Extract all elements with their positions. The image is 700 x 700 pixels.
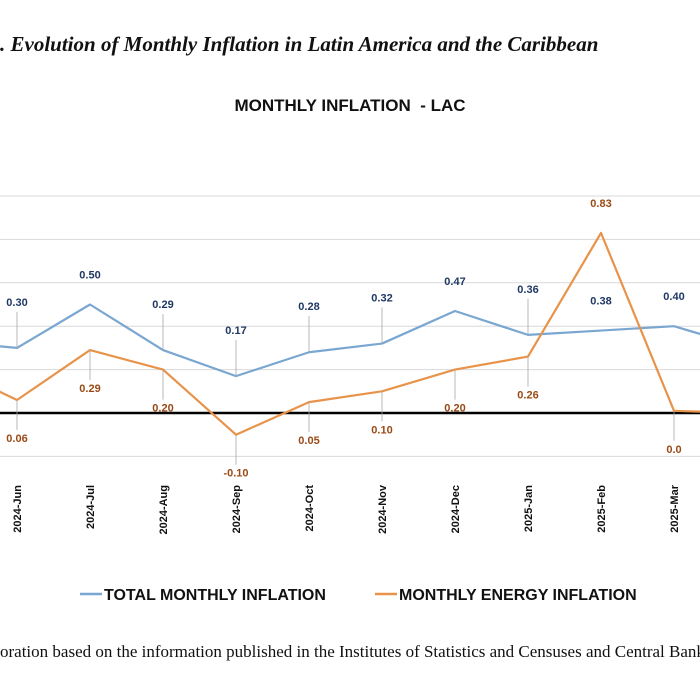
data-labels: 0.30 0.50 0.29 0.17 0.28 0.32 0.47 0.36 0.38 0.40… [6,198,684,480]
x-tick-labels: 2024-Jun 2024-Jul 2024-Aug 2024-Sep 2024-Oct… [12,484,681,534]
legend-entry: MONTHLY ENERGY INFLATION [399,587,637,604]
total-value-label: 0.50 [79,270,100,282]
energy-value-label: 0.0 [666,444,681,456]
energy-value-label: 0.29 [79,383,100,395]
legend-entry: TOTAL MONTHLY INFLATION [104,587,326,604]
line-chart: 0.30 0.50 0.29 0.17 0.28 0.32 0.47 0.36 0.38 0.40… [0,195,700,604]
source-note: oration based on the information publish… [0,642,700,661]
energy-value-label: 0.05 [298,435,319,447]
x-tick-label: 2024-Jun [12,485,24,533]
x-tick-label: 2024-Nov [377,484,389,534]
x-tick-label: 2024-Oct [304,485,316,532]
energy-inflation-line [0,231,700,436]
energy-value-label: 0.26 [517,390,538,402]
legend: TOTAL MONTHLY INFLATION MONTHLY ENERGY IN… [80,587,637,604]
total-value-label: 0.28 [298,301,319,313]
label-leaders [16,298,675,465]
x-tick-label: 2024-Sep [231,485,243,534]
total-inflation-line [0,303,700,378]
energy-value-label: 0.20 [444,403,465,415]
total-value-label: 0.32 [371,293,392,305]
total-value-label: 0.40 [663,291,684,303]
series-lines [0,231,700,436]
energy-value-label: 0.20 [152,403,173,415]
total-value-label: 0.47 [444,276,465,288]
total-value-label: 0.29 [152,299,173,311]
total-value-label: 0.36 [517,284,538,296]
chart-title: MONTHLY INFLATION - LAC [234,96,466,115]
energy-value-label: 0.83 [590,198,611,210]
total-value-label: 0.17 [225,325,246,337]
x-tick-label: 2024-Aug [158,485,170,535]
figure-title: . Evolution of Monthly Inflation in Lati… [0,32,599,56]
energy-value-label: 0.06 [6,433,27,445]
energy-value-label: 0.10 [371,424,392,436]
total-value-label: 0.38 [590,296,611,308]
x-tick-label: 2024-Jul [85,485,97,529]
grid-lines [0,195,700,457]
x-tick-label: 2025-Feb [596,485,608,533]
energy-value-label: -0.10 [223,468,248,480]
x-tick-label: 2025-Mar [669,484,681,532]
x-tick-label: 2024-Dec [450,485,462,533]
x-tick-label: 2025-Jan [523,485,535,532]
total-value-label: 0.30 [6,297,27,309]
